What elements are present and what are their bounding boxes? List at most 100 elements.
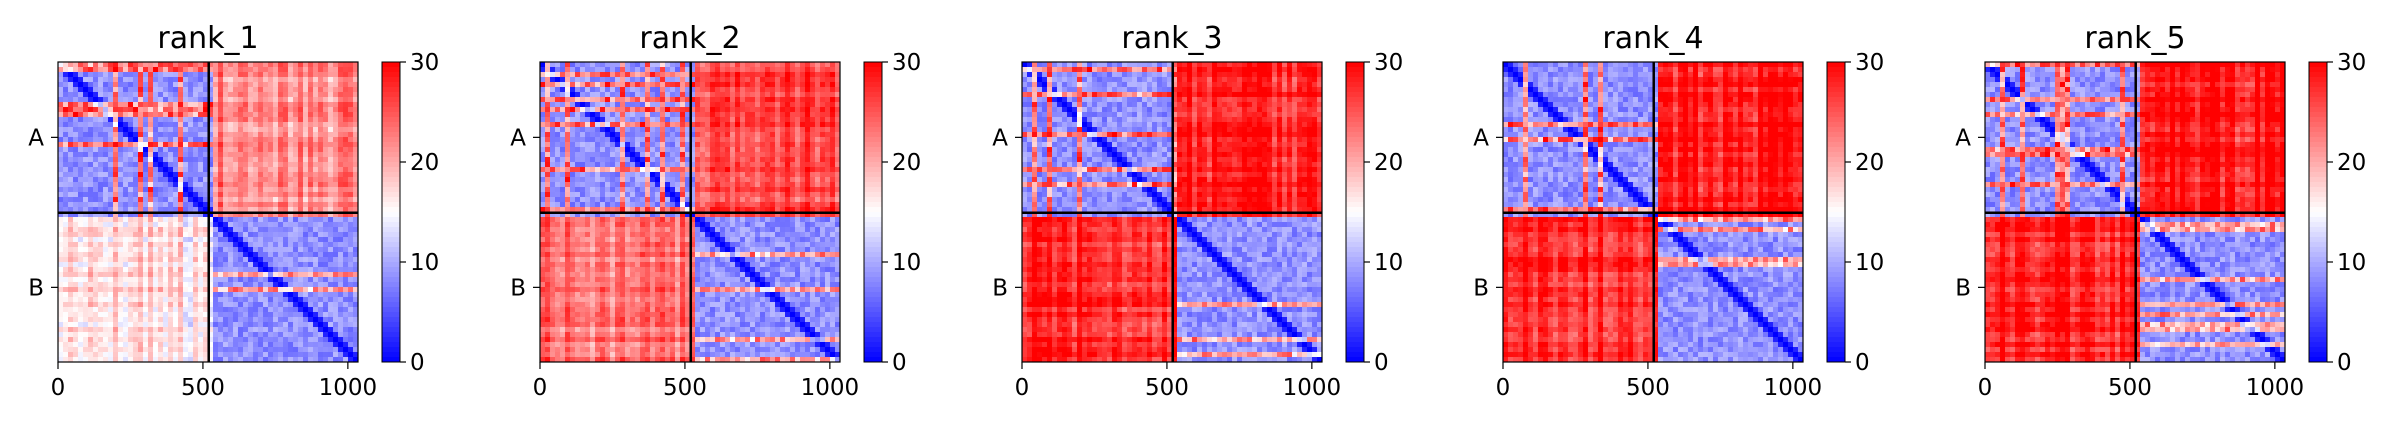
heatmap-cell	[213, 287, 219, 293]
heatmap-cell	[705, 107, 711, 113]
heatmap-cell	[303, 272, 309, 278]
heatmap-cell	[163, 287, 169, 293]
heatmap-cell	[123, 297, 129, 303]
heatmap-cell	[710, 102, 716, 108]
heatmap-cell	[113, 292, 119, 298]
heatmap-cell	[153, 317, 159, 323]
heatmap-cell	[278, 97, 284, 103]
heatmap-cell	[293, 297, 299, 303]
heatmap-cell	[338, 122, 344, 128]
heatmap-cell	[560, 107, 566, 113]
heatmap-cell	[323, 302, 329, 308]
heatmap-cell	[68, 107, 74, 113]
heatmap-cell	[670, 62, 676, 68]
heatmap-cell	[223, 302, 229, 308]
colorbar-segment	[382, 97, 400, 103]
heatmap-cell	[595, 162, 601, 168]
heatmap-cell	[338, 237, 344, 243]
heatmap-cell	[193, 162, 199, 168]
heatmap-cell	[193, 172, 199, 178]
heatmap-cell	[785, 167, 791, 173]
heatmap-cell	[173, 142, 179, 148]
heatmap-cell	[108, 267, 114, 273]
heatmap-cell	[58, 292, 64, 298]
heatmap-cell	[73, 142, 79, 148]
heatmap-cell	[238, 162, 244, 168]
heatmap-cell	[188, 317, 194, 323]
heatmap-cell	[580, 162, 586, 168]
heatmap-cell	[820, 82, 826, 88]
heatmap-cell	[248, 152, 254, 158]
heatmap-cell	[288, 102, 294, 108]
heatmap-cell	[128, 77, 134, 83]
heatmap-cell	[660, 107, 666, 113]
heatmap-cell	[153, 142, 159, 148]
heatmap-cell	[348, 322, 354, 328]
heatmap-cell	[118, 67, 124, 73]
heatmap-cell	[273, 317, 279, 323]
heatmap-cell	[730, 82, 736, 88]
heatmap-cell	[348, 157, 354, 163]
heatmap-cell	[830, 112, 836, 118]
heatmap-cell	[318, 97, 324, 103]
heatmap-cell	[68, 77, 74, 83]
heatmap-cell	[318, 87, 324, 93]
heatmap-cell	[298, 267, 304, 273]
heatmap-cell	[338, 102, 344, 108]
heatmap-cell	[213, 102, 219, 108]
heatmap-cell	[218, 317, 224, 323]
heatmap-cell	[570, 67, 576, 73]
heatmap-cell	[595, 77, 601, 83]
heatmap-cell	[550, 92, 556, 98]
chain-label-B: B	[28, 275, 44, 301]
heatmap-cell	[248, 257, 254, 263]
heatmap-cell	[283, 197, 289, 203]
heatmap-cell	[695, 97, 701, 103]
heatmap-cell	[318, 247, 324, 253]
heatmap-cell	[795, 72, 801, 78]
heatmap-cell	[288, 192, 294, 198]
heatmap-cell	[298, 92, 304, 98]
heatmap-cell	[550, 152, 556, 158]
heatmap-cell	[695, 77, 701, 83]
heatmap-cell	[58, 312, 64, 318]
heatmap-cell	[228, 102, 234, 108]
heatmap-cell	[233, 297, 239, 303]
heatmap-cell	[68, 307, 74, 313]
heatmap-cell	[58, 167, 64, 173]
heatmap-cell	[303, 162, 309, 168]
heatmap-cell	[570, 127, 576, 133]
heatmap-cell	[163, 197, 169, 203]
heatmap-cell	[243, 282, 249, 288]
heatmap-cell	[173, 272, 179, 278]
heatmap-cell	[675, 167, 681, 173]
heatmap-cell	[273, 302, 279, 308]
heatmap-cell	[183, 67, 189, 73]
heatmap-cell	[293, 307, 299, 313]
heatmap-cell	[198, 162, 204, 168]
heatmap-cell	[188, 107, 194, 113]
heatmap-cell	[143, 267, 149, 273]
heatmap-cell	[143, 252, 149, 258]
heatmap-cell	[193, 67, 199, 73]
heatmap-cell	[98, 192, 104, 198]
heatmap-cell	[113, 312, 119, 318]
heatmap-cell	[198, 327, 204, 333]
heatmap-cell	[750, 122, 756, 128]
heatmap-cell	[188, 62, 194, 68]
heatmap-cell	[565, 112, 571, 118]
heatmap-cell	[595, 147, 601, 153]
heatmap-cell	[348, 297, 354, 303]
heatmap-cell	[560, 117, 566, 123]
heatmap-cell	[153, 252, 159, 258]
heatmap-cell	[88, 82, 94, 88]
heatmap-cell	[128, 122, 134, 128]
heatmap-cell	[805, 132, 811, 138]
heatmap-cell	[765, 162, 771, 168]
heatmap-cell	[575, 87, 581, 93]
heatmap-cell	[545, 67, 551, 73]
heatmap-cell	[143, 92, 149, 98]
heatmap-cell	[750, 102, 756, 108]
heatmap-cell	[193, 332, 199, 338]
heatmap-cell	[595, 87, 601, 93]
